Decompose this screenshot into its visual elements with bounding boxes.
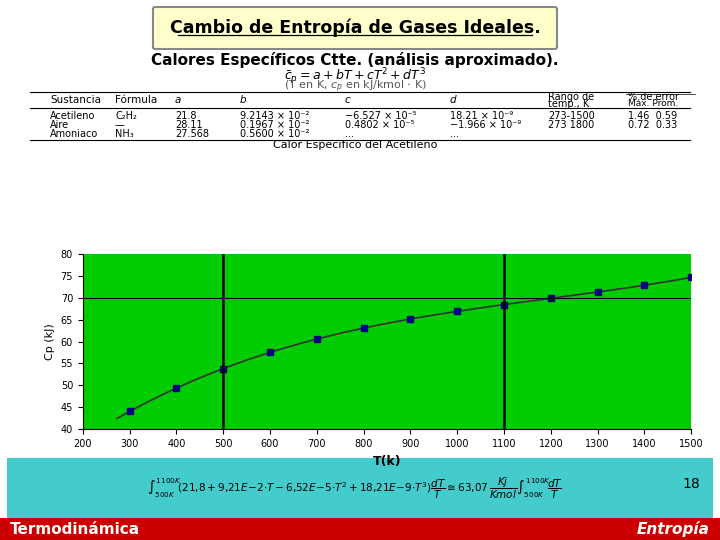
X-axis label: T(k): T(k) xyxy=(373,455,401,468)
Text: c: c xyxy=(345,95,351,105)
FancyBboxPatch shape xyxy=(153,7,557,49)
Text: Sustancia: Sustancia xyxy=(50,95,101,105)
Text: a: a xyxy=(175,95,181,105)
Text: NH₃: NH₃ xyxy=(115,129,134,139)
Y-axis label: Cp (kJ): Cp (kJ) xyxy=(45,323,55,360)
Text: —: — xyxy=(115,120,125,130)
Text: Calores Específicos Ctte. (análisis aproximado).: Calores Específicos Ctte. (análisis apro… xyxy=(151,52,559,68)
Bar xyxy=(0,518,720,540)
Text: 28.11: 28.11 xyxy=(175,120,202,130)
Text: Amoniaco: Amoniaco xyxy=(50,129,98,139)
Text: Fórmula: Fórmula xyxy=(115,95,157,105)
Text: ...: ... xyxy=(345,129,354,139)
Text: 18: 18 xyxy=(683,477,700,491)
Text: (T en K, $c_p$ en kJ/kmol $\cdot$ K): (T en K, $c_p$ en kJ/kmol $\cdot$ K) xyxy=(284,79,426,95)
Text: 0.4802 × 10⁻⁵: 0.4802 × 10⁻⁵ xyxy=(345,120,415,130)
Text: −1.966 × 10⁻⁹: −1.966 × 10⁻⁹ xyxy=(450,120,521,130)
Text: Rango de: Rango de xyxy=(548,92,594,102)
Text: −6.527 × 10⁻⁵: −6.527 × 10⁻⁵ xyxy=(345,111,417,121)
Text: 0.72  0.33: 0.72 0.33 xyxy=(628,120,678,130)
Text: Entropía: Entropía xyxy=(637,521,710,537)
Text: ...: ... xyxy=(450,129,459,139)
Text: 18.21 × 10⁻⁹: 18.21 × 10⁻⁹ xyxy=(450,111,513,121)
Text: 1.46  0.59: 1.46 0.59 xyxy=(628,111,677,121)
Text: Aire: Aire xyxy=(50,120,69,130)
Text: Máx. Prom.: Máx. Prom. xyxy=(628,99,678,109)
Text: Cambio de Entropía de Gases Ideales.: Cambio de Entropía de Gases Ideales. xyxy=(170,19,541,37)
Text: 273 1800: 273 1800 xyxy=(548,120,594,130)
Text: Termodinámica: Termodinámica xyxy=(10,522,140,537)
Text: $\int_{500K}^{1100K}\!\left(21{,}8+9{,}21E\!-\!2{\cdot}T-6{,}52E\!-\!5{\cdot}T^2: $\int_{500K}^{1100K}\!\left(21{,}8+9{,}2… xyxy=(147,475,563,501)
Text: d: d xyxy=(450,95,456,105)
Text: C₂H₂: C₂H₂ xyxy=(115,111,137,121)
Text: 9.2143 × 10⁻²: 9.2143 × 10⁻² xyxy=(240,111,310,121)
Text: temp., K: temp., K xyxy=(548,99,589,109)
Bar xyxy=(7,458,713,518)
Text: % de error: % de error xyxy=(628,92,679,102)
Text: 27.568: 27.568 xyxy=(175,129,209,139)
Text: $\bar{c}_p = a + bT + cT^2 + dT^3$: $\bar{c}_p = a + bT + cT^2 + dT^3$ xyxy=(284,67,426,87)
Text: Calor Especifico del Acetileno: Calor Especifico del Acetileno xyxy=(273,140,437,150)
Text: 0.5600 × 10⁻²: 0.5600 × 10⁻² xyxy=(240,129,310,139)
Text: Acetileno: Acetileno xyxy=(50,111,95,121)
Text: 0.1967 × 10⁻²: 0.1967 × 10⁻² xyxy=(240,120,310,130)
Text: b: b xyxy=(240,95,247,105)
Text: 21.8: 21.8 xyxy=(175,111,197,121)
Text: 273-1500: 273-1500 xyxy=(548,111,595,121)
